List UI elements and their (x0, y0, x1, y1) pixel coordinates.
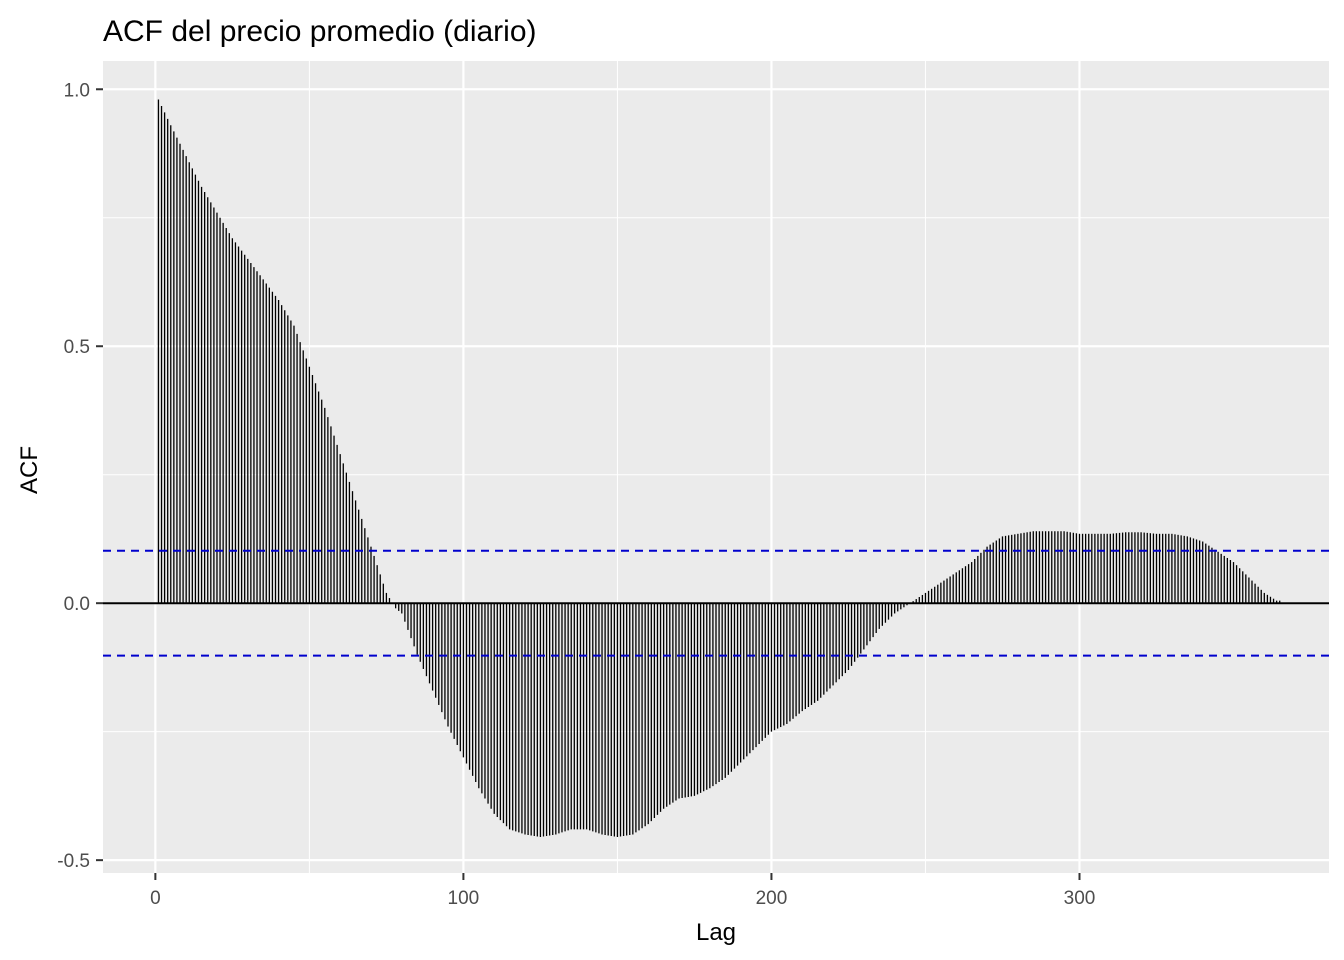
x-axis-ticks: 0 100 200 300 (150, 873, 1095, 909)
y-tick-label: 0.5 (64, 337, 90, 358)
chart-title: ACF del precio promedio (diario) (103, 15, 537, 48)
y-tick-label: -0.5 (57, 851, 90, 872)
acf-bars (157, 99, 1281, 838)
y-axis-ticks: -0.5 0.0 0.5 1.0 (57, 80, 103, 872)
x-tick-label: 100 (448, 888, 480, 909)
y-axis-title: ACF (16, 446, 43, 494)
gridlines (103, 61, 1329, 873)
x-tick-label: 200 (756, 888, 788, 909)
y-tick-label: 1.0 (64, 80, 90, 101)
x-axis-title: Lag (696, 919, 736, 946)
x-tick-label: 0 (150, 888, 161, 909)
x-tick-label: 300 (1064, 888, 1096, 909)
reference-lines (103, 549, 1329, 657)
y-tick-label: 0.0 (64, 594, 90, 615)
